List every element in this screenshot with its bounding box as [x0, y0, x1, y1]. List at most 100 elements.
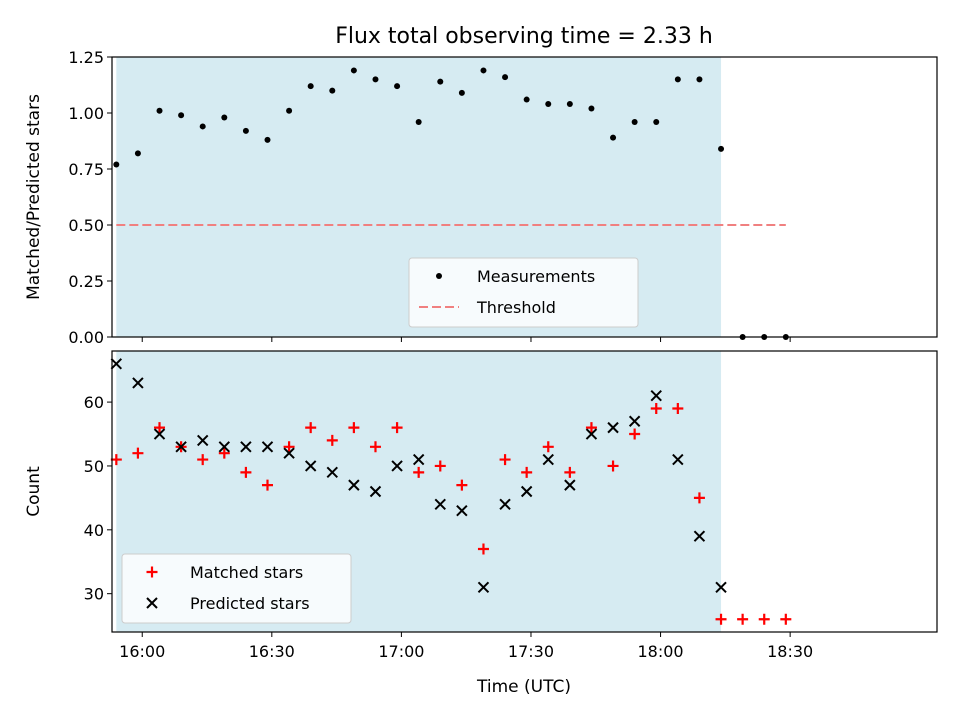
measurement-point: [415, 118, 422, 125]
y-tick-label: 40: [84, 521, 104, 540]
predicted-star-marker: [456, 504, 468, 517]
matched-star-marker: [715, 613, 727, 625]
measurement-point: [394, 83, 401, 90]
matched-star-marker: [218, 447, 230, 459]
measurement-point: [242, 127, 249, 134]
predicted-star-marker: [218, 441, 231, 453]
predicted-star-marker: [369, 485, 382, 498]
matched-star-marker: [499, 454, 511, 466]
matched-star-marker: [305, 422, 317, 434]
matched-star-marker: [413, 466, 425, 478]
y-tick-label: 0.25: [68, 272, 104, 291]
legend: Measurements Threshold: [408, 257, 639, 328]
matched-star-marker: [240, 466, 252, 478]
x-tick-label: 18:00: [638, 642, 684, 661]
measurement-point: [437, 78, 444, 85]
legend-matched-symbol: [146, 566, 158, 578]
measurement-point: [264, 136, 271, 143]
measurement-point: [696, 76, 703, 83]
matched-star-marker: [780, 613, 792, 625]
measurement-point: [329, 87, 336, 94]
predicted-star-marker: [520, 485, 533, 498]
predicted-star-marker: [196, 434, 209, 447]
y-tick-label: 30: [84, 585, 104, 604]
chart-title: Flux total observing time = 2.33 h: [335, 24, 713, 49]
matched-star-marker: [391, 422, 403, 434]
predicted-star-marker: [110, 358, 123, 370]
measurement-point: [653, 118, 660, 125]
legend-label: Measurements: [477, 267, 595, 286]
predicted-star-marker: [693, 530, 706, 542]
measurement-point: [113, 161, 120, 168]
predicted-star-marker: [672, 453, 684, 466]
measurement-point: [199, 123, 206, 130]
matched-star-marker: [369, 441, 381, 453]
measurement-point: [350, 67, 357, 74]
predicted-star-marker: [240, 441, 252, 453]
measurement-point: [134, 150, 141, 157]
matched-star-marker: [348, 422, 360, 434]
measurement-point: [718, 145, 725, 152]
predicted-star-marker: [628, 415, 641, 427]
y-tick-label: 0.50: [68, 216, 104, 235]
matched-star-marker: [564, 466, 576, 478]
x-tick-label: 16:00: [119, 642, 165, 661]
legend-label: Predicted stars: [190, 594, 310, 613]
predicted-star-marker: [650, 389, 662, 402]
legend-box: [408, 257, 639, 328]
predicted-star-marker: [715, 581, 727, 594]
matched-star-marker: [737, 613, 749, 625]
y-tick-label: 1.25: [68, 48, 104, 67]
matched-star-marker: [672, 402, 684, 414]
measurement-point: [307, 83, 314, 90]
legend-predicted-symbol: [146, 597, 158, 609]
predicted-star-marker: [585, 428, 598, 440]
matched-star-marker: [629, 428, 641, 440]
x-tick-label: 16:30: [249, 642, 295, 661]
measurement-point: [523, 96, 530, 103]
predicted-star-marker: [283, 447, 295, 459]
y-tick-label: 0.00: [68, 328, 104, 347]
predicted-star-marker: [326, 466, 338, 479]
matched-star-marker: [477, 543, 489, 555]
measurement-point: [545, 101, 552, 108]
y-tick-label: 50: [84, 457, 104, 476]
x-tick-label: 17:30: [508, 642, 554, 661]
y-tick-label: 60: [84, 393, 104, 412]
measurement-point: [631, 118, 638, 125]
legend-measurement-symbol: [436, 273, 442, 279]
predicted-star-marker: [261, 441, 274, 453]
matched-star-marker: [758, 613, 770, 625]
matched-star-marker: [607, 460, 619, 472]
predicted-star-marker: [391, 460, 403, 472]
predicted-star-marker: [412, 453, 425, 466]
matched-star-marker: [197, 454, 209, 466]
measurement-point: [566, 101, 573, 108]
predicted-star-marker: [477, 581, 490, 594]
predicted-star-marker: [175, 441, 187, 453]
matched-star-marker: [326, 434, 338, 446]
matched-star-marker: [521, 466, 533, 478]
legend-label: Matched stars: [190, 563, 303, 582]
axes-frame: [111, 350, 938, 633]
predicted-star-marker: [499, 498, 511, 510]
matched-star-marker: [283, 441, 295, 453]
y-axis-label: Matched/Predicted stars: [24, 94, 44, 300]
predicted-star-marker: [434, 498, 446, 510]
matched-star-marker: [693, 492, 705, 504]
matched-star-marker: [542, 441, 554, 453]
matched-star-marker: [261, 479, 273, 491]
x-axis-label: Time (UTC): [476, 677, 571, 697]
predicted-star-marker: [542, 453, 554, 466]
legend: Matched stars Predicted stars: [121, 553, 352, 624]
predicted-star-marker: [304, 460, 317, 472]
y-tick-label: 0.75: [68, 160, 104, 179]
measurement-point: [588, 105, 595, 112]
x-tick-label: 18:30: [767, 642, 813, 661]
measurement-point: [178, 112, 185, 119]
measurement-point: [502, 74, 509, 81]
measurement-point: [458, 89, 465, 96]
y-axis-label: Count: [24, 466, 44, 517]
measurement-point: [372, 76, 379, 83]
predicted-star-marker: [153, 428, 166, 440]
